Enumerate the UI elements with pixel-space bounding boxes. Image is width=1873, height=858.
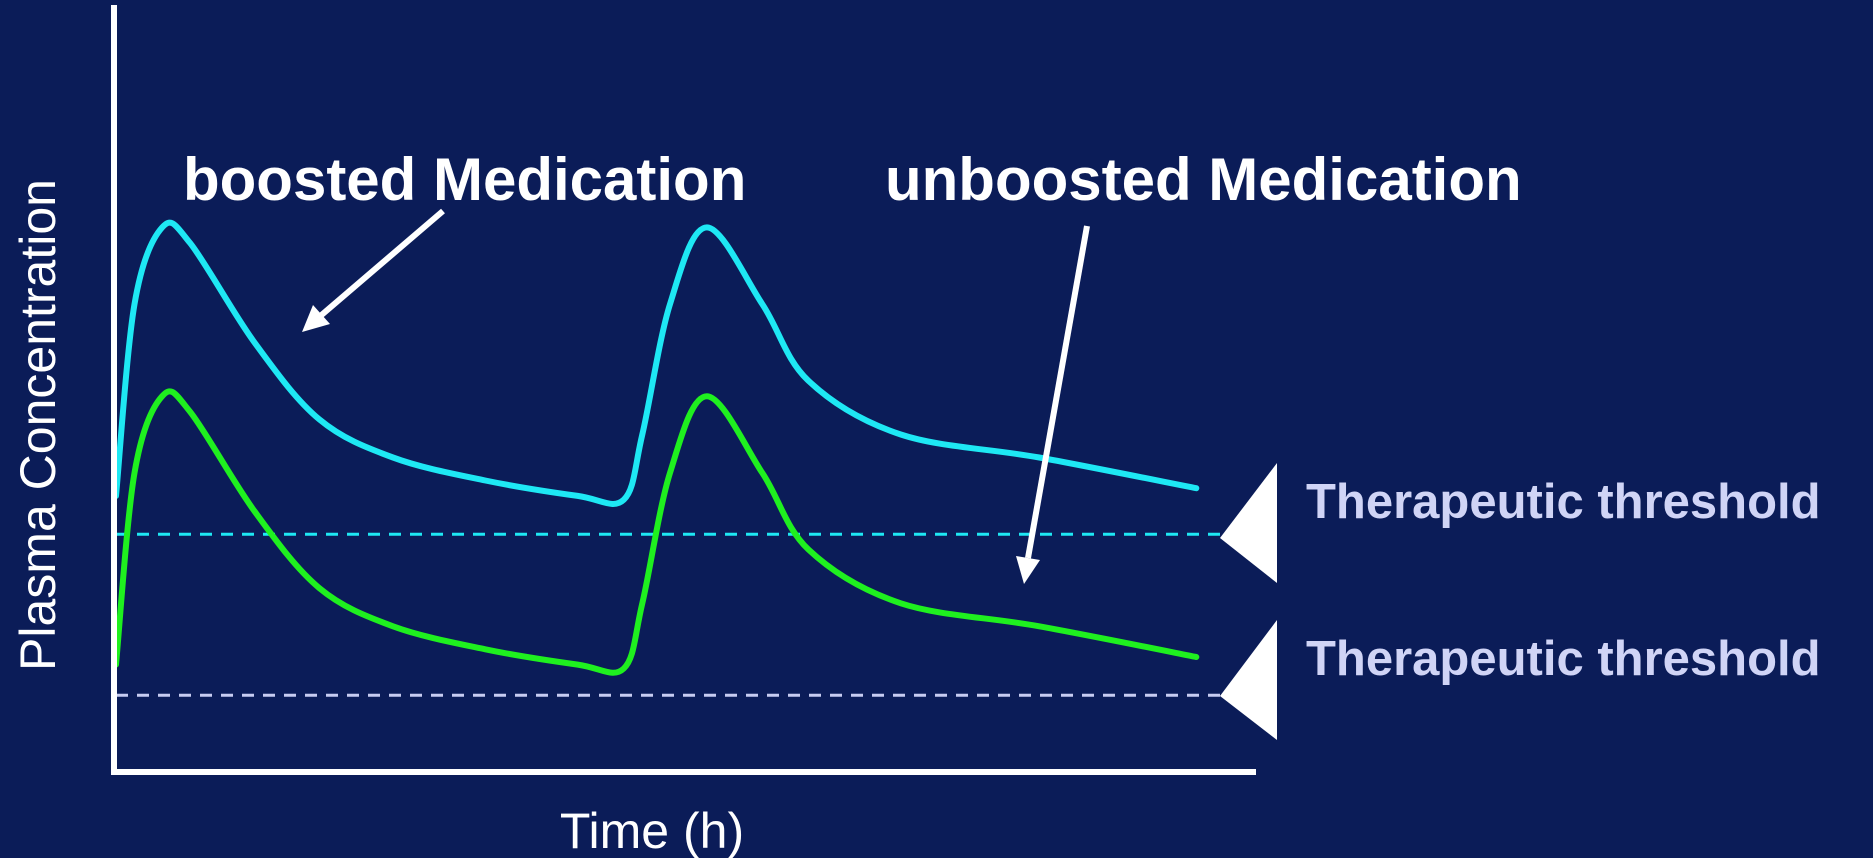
y-axis-title: Plasma Concentration <box>10 179 66 671</box>
unboosted-medication-label: unboosted Medication <box>885 146 1522 213</box>
threshold-marker-lower <box>1220 620 1277 740</box>
unboosted-arrow-shaft <box>1025 225 1090 559</box>
boosted-medication-label: boosted Medication <box>183 146 746 213</box>
threshold-marker-upper <box>1220 463 1277 583</box>
boosted-medication-curve <box>113 219 1200 507</box>
x-axis-title: Time (h) <box>560 803 744 858</box>
boosted-arrow-head <box>302 305 330 332</box>
threshold-label-upper: Therapeutic threshold <box>1306 475 1821 529</box>
boosted-arrow-shaft <box>316 208 445 321</box>
unboosted-medication-curve <box>113 388 1200 676</box>
threshold-label-lower: Therapeutic threshold <box>1306 632 1821 686</box>
unboosted-arrow-head <box>1016 556 1040 584</box>
